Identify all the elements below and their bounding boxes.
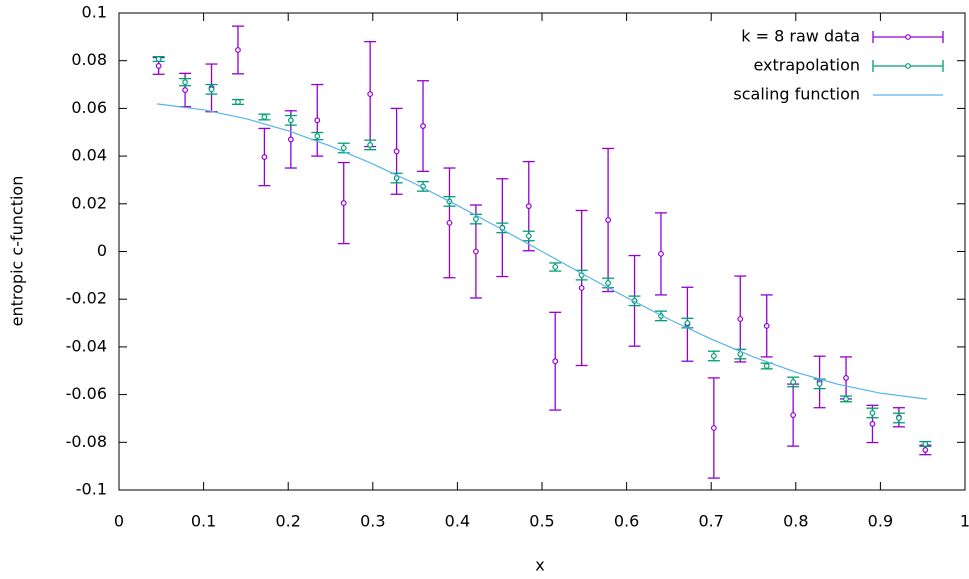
y-tick-label: 0.02 bbox=[71, 193, 107, 212]
data-point bbox=[710, 353, 717, 359]
y-tick-label: 0.08 bbox=[71, 50, 107, 69]
x-tick-label: 0.9 bbox=[868, 512, 893, 531]
data-point bbox=[605, 217, 611, 223]
legend-label: extrapolation bbox=[753, 56, 860, 75]
data-point bbox=[446, 219, 453, 226]
legend-swatch-point bbox=[905, 34, 911, 40]
data-point bbox=[578, 285, 585, 291]
x-tick-label: 0.2 bbox=[275, 512, 300, 531]
data-point bbox=[843, 375, 849, 381]
data-point bbox=[922, 447, 929, 453]
x-tick-label: 0.7 bbox=[698, 512, 723, 531]
data-point bbox=[763, 363, 770, 369]
data-point bbox=[790, 379, 797, 385]
x-tick-label: 1 bbox=[960, 512, 969, 531]
y-tick-label: 0.04 bbox=[71, 146, 107, 165]
data-point bbox=[843, 395, 849, 402]
data-point bbox=[287, 136, 294, 143]
data-point bbox=[790, 412, 797, 419]
legend-label: scaling function bbox=[733, 85, 860, 104]
data-point bbox=[235, 47, 241, 53]
data-point bbox=[155, 56, 162, 62]
data-point bbox=[552, 264, 559, 270]
data-point bbox=[525, 203, 532, 210]
data-point bbox=[473, 216, 479, 222]
data-point bbox=[896, 415, 902, 421]
y-tick-label: -0.06 bbox=[66, 384, 107, 403]
data-point bbox=[473, 248, 479, 255]
data-point bbox=[869, 421, 876, 427]
data-point bbox=[261, 114, 268, 120]
data-point bbox=[340, 200, 347, 206]
y-tick-label: -0.02 bbox=[66, 289, 107, 308]
x-tick-label: 0.3 bbox=[360, 512, 385, 531]
data-point bbox=[182, 79, 188, 86]
data-point bbox=[314, 117, 321, 124]
data-point bbox=[525, 233, 532, 239]
y-tick-label: 0.1 bbox=[82, 3, 107, 22]
data-point bbox=[287, 117, 294, 124]
data-point bbox=[420, 123, 426, 129]
x-tick-label: 0.8 bbox=[783, 512, 808, 531]
y-axis-label: entropic c-function bbox=[8, 176, 27, 327]
data-point bbox=[869, 410, 876, 416]
data-point bbox=[552, 358, 559, 365]
data-point bbox=[155, 63, 162, 69]
scaling-line bbox=[156, 103, 928, 400]
data-point bbox=[658, 250, 664, 257]
x-tick-label: 0.4 bbox=[445, 512, 470, 531]
legend-label: k = 8 raw data bbox=[741, 27, 860, 46]
data-point bbox=[235, 99, 241, 105]
x-axis-label: x bbox=[535, 556, 544, 575]
data-point bbox=[922, 441, 929, 447]
y-tick-label: -0.04 bbox=[66, 336, 107, 355]
y-tick-label: 0.06 bbox=[71, 98, 107, 117]
x-tick-label: 0.1 bbox=[191, 512, 216, 531]
data-point bbox=[367, 91, 374, 97]
data-point bbox=[182, 87, 188, 93]
y-tick-label: -0.1 bbox=[76, 480, 107, 499]
y-tick-label: 0 bbox=[97, 241, 107, 260]
y-tick-label: -0.08 bbox=[66, 432, 107, 451]
data-point bbox=[763, 323, 770, 329]
legend-swatch-point bbox=[905, 63, 911, 69]
data-point bbox=[710, 425, 717, 431]
data-point bbox=[367, 141, 374, 148]
data-point bbox=[737, 316, 744, 322]
data-point bbox=[605, 280, 611, 286]
data-point bbox=[816, 380, 823, 387]
x-tick-label: 0.5 bbox=[529, 512, 554, 531]
data-point bbox=[340, 145, 347, 151]
data-point bbox=[261, 154, 268, 160]
data-point bbox=[314, 133, 321, 139]
x-tick-label: 0.6 bbox=[614, 512, 639, 531]
data-point bbox=[208, 86, 215, 93]
data-point bbox=[393, 148, 400, 155]
x-tick-label: 0 bbox=[114, 512, 124, 531]
data-point bbox=[684, 320, 691, 326]
